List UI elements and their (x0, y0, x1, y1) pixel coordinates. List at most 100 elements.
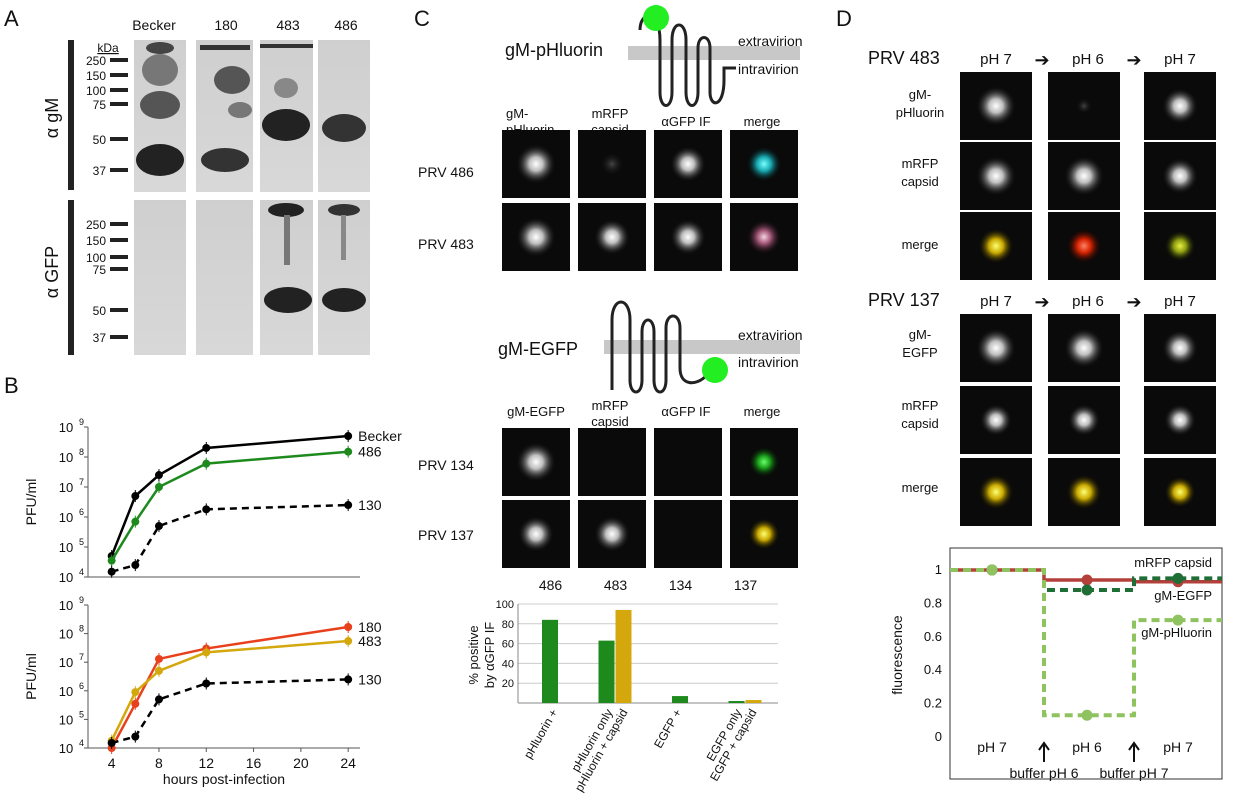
y-axis-label: PFU/ml (23, 479, 39, 526)
marker-37: 37 (93, 331, 107, 345)
y-tick-exponent: 8 (79, 447, 84, 457)
row-label-gfp: α GFP (42, 246, 62, 298)
y-tick-label: 0 (935, 729, 942, 744)
y-tick-label: 20 (502, 678, 514, 690)
y-tick-exponent: 7 (79, 652, 84, 662)
data-point (154, 483, 163, 491)
marker-75: 75 (93, 263, 107, 277)
x-tick-label: pH 7 (977, 739, 1007, 755)
row-label-capsid: capsid (901, 416, 939, 431)
y-tick-label: 10 (59, 420, 73, 435)
col-head-agfp: αGFP IF (661, 404, 710, 419)
intravirion-label: intravirion (738, 354, 799, 370)
data-point (154, 654, 163, 663)
y-tick-exponent: 5 (79, 537, 84, 547)
data-point (202, 459, 211, 468)
x-tick-label: 20 (293, 755, 309, 771)
data-point (202, 679, 211, 688)
series-label: Becker (358, 428, 402, 444)
x-tick-label: 12 (198, 755, 214, 771)
y-tick-label: 10 (59, 627, 73, 642)
y-tick-label: 100 (496, 599, 514, 611)
y-tick-label: 10 (59, 570, 73, 585)
group-label: 483 (604, 577, 628, 593)
col-head-merge: merge (744, 114, 781, 129)
row-label-mrfp: mRFP (902, 156, 939, 171)
micrograph-grid-prv483 (960, 72, 1216, 280)
series-label: gM-EGFP (1154, 588, 1212, 603)
series-line (950, 568, 1222, 718)
col-head-gm-egfp: gM-EGFP (507, 404, 565, 419)
arrow-right-icon: ➔ (1034, 292, 1049, 312)
lane-label-180: 180 (214, 17, 238, 33)
blot-gfp (134, 200, 370, 355)
y-tick-exponent: 5 (79, 709, 84, 719)
series-label: 180 (358, 619, 382, 635)
panel-label-d: D (836, 6, 852, 31)
protein-topology (610, 300, 717, 394)
row-label-merge: merge (902, 480, 939, 495)
marker-100: 100 (86, 84, 106, 98)
y-tick-label: 10 (59, 510, 73, 525)
series-line (110, 639, 349, 742)
y-tick-label: 0.4 (924, 662, 942, 677)
ph-header-2: pH 6 (1072, 293, 1104, 310)
ph-header-1: pH 7 (980, 293, 1012, 310)
annotation-buffer-ph7: buffer pH 7 (1099, 765, 1168, 781)
data-point (202, 505, 211, 514)
percent-positive-bar-chart: 20 40 60 80 100 486 483 134 137 % positive by αGFP… (466, 577, 778, 794)
bar (672, 696, 688, 703)
y-tick-label: 10 (59, 450, 73, 465)
series-label: 130 (358, 497, 382, 513)
y-tick-label: 10 (59, 655, 73, 670)
marker-ladder-gfp: 250 150 100 75 50 37 (86, 218, 128, 345)
phluorin-tag-icon (643, 5, 669, 31)
y-axis-label: PFU/ml (23, 653, 39, 700)
x-tick-label: 4 (108, 755, 116, 771)
panel-label-c: C (414, 6, 430, 31)
data-point (131, 492, 140, 501)
arrow-right-icon: ➔ (1126, 292, 1141, 312)
ph-header-1: pH 7 (980, 51, 1012, 68)
data-point (1172, 572, 1184, 584)
arrow-right-icon: ➔ (1034, 50, 1049, 70)
extravirion-label: extravirion (738, 327, 803, 343)
y-tick-exponent: 7 (79, 477, 84, 487)
data-point (1172, 614, 1184, 626)
group-label: 486 (539, 577, 563, 593)
data-point (202, 648, 211, 657)
micrograph-grid-phluorin (502, 130, 798, 271)
panel-label-b: B (4, 373, 19, 398)
y-tick-exponent: 4 (79, 567, 84, 577)
annotation-buffer-ph6: buffer pH 6 (1009, 765, 1078, 781)
lane-label-becker: Becker (132, 17, 176, 33)
row-label-mrfp: mRFP (902, 398, 939, 413)
data-point (344, 501, 353, 510)
col-head-merge: merge (744, 404, 781, 419)
marker-150: 150 (86, 69, 106, 83)
data-point (107, 567, 116, 576)
y-tick-label: 10 (59, 684, 73, 699)
y-axis-label: % positive (466, 625, 481, 684)
row-label-prv483: PRV 483 (418, 236, 474, 252)
strain-label-prv137: PRV 137 (868, 290, 940, 310)
micrograph-grid-prv137 (960, 314, 1216, 526)
ph-header-3: pH 7 (1164, 293, 1196, 310)
bar (745, 700, 762, 703)
data-point (131, 517, 140, 526)
data-point (344, 675, 353, 684)
data-point (107, 556, 116, 565)
chart-frame (949, 547, 1223, 780)
y-tick-label: 0.6 (924, 629, 942, 644)
x-tick-label: 8 (155, 755, 163, 771)
x-tick-label: 24 (340, 755, 356, 771)
data-point (1081, 574, 1093, 586)
data-point (131, 699, 140, 708)
marker-100: 100 (86, 251, 106, 265)
marker-250: 250 (86, 218, 106, 232)
col-head-agfp: αGFP IF (661, 114, 710, 129)
y-tick-exponent: 4 (79, 738, 84, 748)
col-head-mrfp: mRFP (592, 106, 629, 121)
bar (542, 619, 558, 703)
